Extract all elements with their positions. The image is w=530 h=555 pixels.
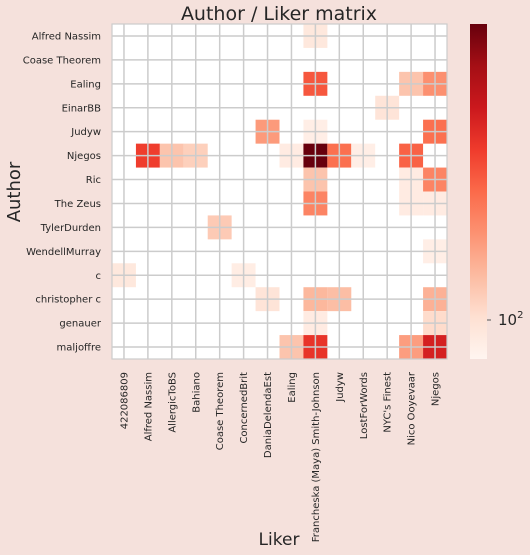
y-tick-label: Coase Theorem — [23, 55, 101, 66]
x-tick-label: Judyw — [335, 372, 346, 403]
x-tick-label: Ealing — [287, 372, 298, 403]
x-tick-label: DaniaDelendaEst — [263, 372, 274, 458]
y-tick-label: Alfred Nassim — [32, 31, 101, 42]
x-tick-label: Bahiano — [191, 372, 202, 413]
y-tick-label: c — [96, 271, 102, 282]
y-tick-label: WendellMurray — [26, 247, 101, 258]
colorbar — [470, 24, 487, 359]
y-tick-labels: Alfred Nassim Coase Theorem Ealing EinarBB J… — [23, 31, 102, 353]
x-tick-label: Alfred Nassim — [143, 372, 154, 441]
y-tick-label: maljoffre — [57, 343, 101, 354]
x-tick-label: NYC's Finest — [383, 372, 394, 433]
x-tick-label: Njegos — [431, 372, 442, 406]
x-tick-label: 422086809 — [119, 372, 130, 429]
plot-frame — [111, 23, 448, 360]
y-tick-label: Ric — [86, 175, 101, 186]
y-tick-label: christopher c — [35, 295, 101, 306]
y-tick-label: TylerDurden — [40, 223, 101, 234]
y-tick-label: Ealing — [70, 79, 101, 90]
chart-title: Author / Liker matrix — [181, 3, 377, 25]
x-axis-label: Liker — [259, 530, 300, 550]
x-tick-labels: 422086809 Alfred Nassim AllergicToBS Bahian… — [119, 371, 441, 542]
x-tick-label: Francheska (Maya) Smith-Johnson — [311, 372, 322, 542]
x-tick-label: AllergicToBS — [167, 372, 178, 433]
y-tick-label: The Zeus — [54, 199, 101, 210]
y-tick-label: genauer — [59, 319, 101, 330]
y-tick-label: Njegos — [67, 151, 101, 162]
x-tick-label: Coase Theorem — [215, 372, 226, 450]
x-tick-label: ConcernedBrit — [239, 372, 250, 444]
colorbar-tick-label: 102 — [498, 310, 523, 329]
x-tick-label: LostForWords — [359, 372, 370, 439]
x-tick-label: Nico Ooyevaar — [407, 371, 418, 445]
heatmap-cells — [112, 24, 447, 359]
y-tick-label: Judyw — [70, 127, 101, 138]
y-tick-label: EinarBB — [62, 103, 102, 114]
y-axis-label: Author — [4, 161, 25, 222]
grid-lines — [111, 23, 448, 360]
